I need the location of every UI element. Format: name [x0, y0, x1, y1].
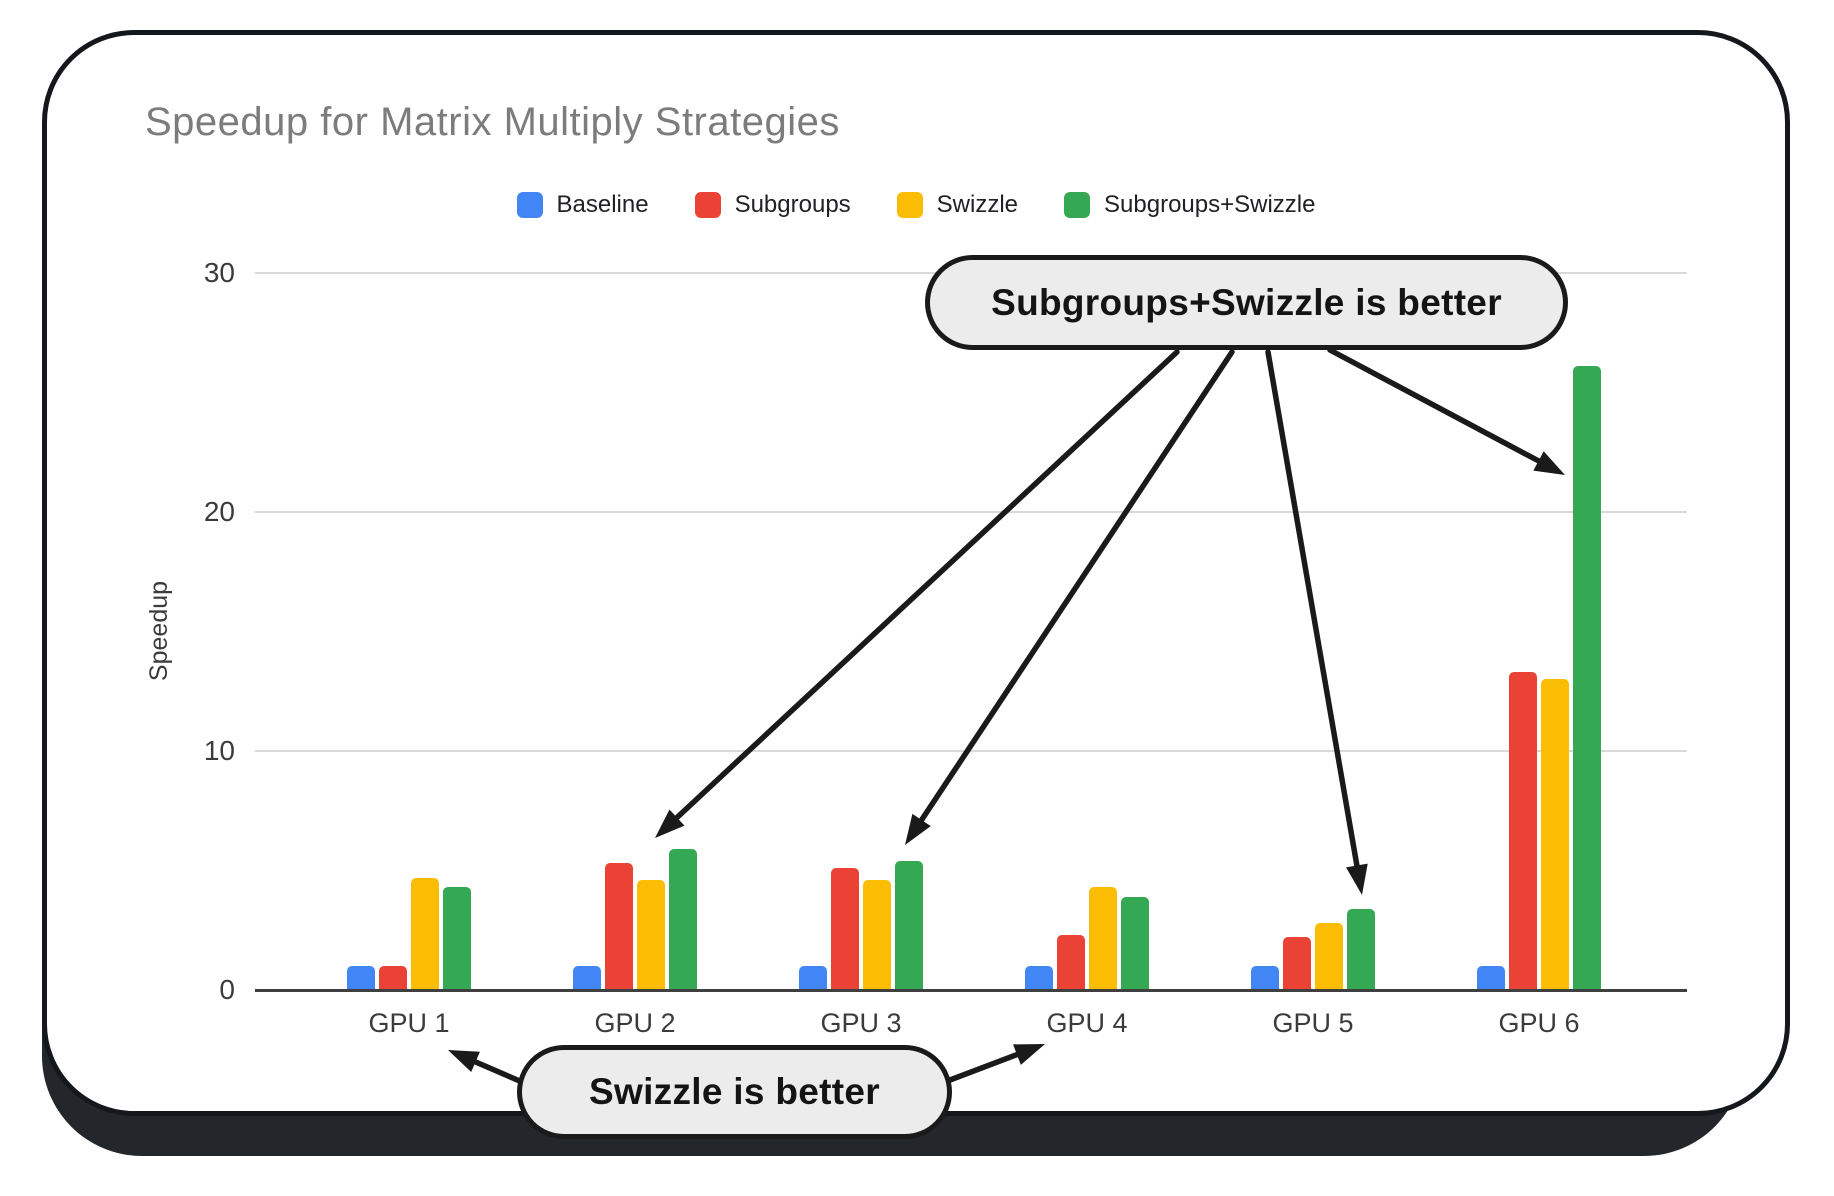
bar-gpu3-subgroups: [831, 868, 859, 990]
y-tick-label-0: 0: [219, 974, 235, 1005]
x-category-label-1: GPU 1: [368, 1008, 450, 1038]
x-category-label-3: GPU 3: [820, 1008, 902, 1038]
legend-item-baseline: Baseline: [516, 191, 649, 219]
bar-gpu2-swizzle: [637, 880, 665, 990]
bar-gpu5-subgroups-swizzle: [1347, 909, 1375, 990]
legend-label: Baseline: [556, 191, 649, 218]
x-axis-line: [255, 989, 1687, 992]
legend-swatch: [694, 192, 721, 218]
legend-label: Swizzle: [936, 191, 1019, 218]
bar-gpu5-swizzle: [1315, 923, 1343, 990]
y-tick-label-10: 10: [203, 735, 235, 766]
gridline-20: [255, 511, 1687, 513]
x-category-label-6: GPU 6: [1498, 1008, 1580, 1038]
bar-gpu2-subgroups-swizzle: [669, 849, 697, 990]
legend-swatch: [516, 192, 543, 218]
callout-swizzle-better: Swizzle is better: [517, 1045, 952, 1139]
x-category-label-4: GPU 4: [1046, 1008, 1128, 1038]
legend-label: Subgroups+Swizzle: [1104, 191, 1316, 218]
x-category-label-2: GPU 2: [594, 1008, 676, 1038]
bar-gpu1-swizzle: [411, 878, 439, 990]
bar-gpu6-subgroups: [1509, 672, 1537, 990]
bar-gpu3-baseline: [799, 966, 827, 990]
chart-title: Speedup for Matrix Multiply Strategies: [145, 100, 840, 144]
bar-gpu1-subgroups-swizzle: [443, 887, 471, 990]
gridline-10: [255, 750, 1687, 752]
y-tick-label-30: 30: [203, 257, 235, 288]
legend-label: Subgroups: [734, 191, 851, 218]
y-axis-title: Speedup: [145, 580, 173, 682]
x-category-label-5: GPU 5: [1272, 1008, 1354, 1038]
bar-gpu6-subgroups-swizzle: [1573, 366, 1601, 990]
bar-gpu1-baseline: [347, 966, 375, 990]
bar-gpu2-subgroups: [605, 863, 633, 990]
legend-item-subgroups: Subgroups: [694, 191, 851, 219]
legend-item-swizzle: Swizzle: [896, 191, 1019, 219]
bar-gpu6-baseline: [1477, 966, 1505, 990]
bar-gpu6-swizzle: [1541, 679, 1569, 990]
bar-gpu4-baseline: [1025, 966, 1053, 990]
y-tick-label-20: 20: [203, 496, 235, 527]
callout-subgroups-swizzle-better: Subgroups+Swizzle is better: [925, 255, 1568, 350]
legend-swatch: [896, 192, 923, 218]
bar-gpu4-swizzle: [1089, 887, 1117, 990]
bar-gpu5-subgroups: [1283, 937, 1311, 990]
bar-gpu2-baseline: [573, 966, 601, 990]
bar-gpu1-subgroups: [379, 966, 407, 990]
chart-legend: Baseline Subgroups Swizzle Subgroups+Swizzl…: [42, 190, 1790, 220]
bar-gpu3-swizzle: [863, 880, 891, 990]
bar-gpu3-subgroups-swizzle: [895, 861, 923, 990]
bar-gpu4-subgroups: [1057, 935, 1085, 990]
legend-item-subgroups-swizzle: Subgroups+Swizzle: [1064, 191, 1315, 219]
bar-gpu5-baseline: [1251, 966, 1279, 990]
bar-gpu4-subgroups-swizzle: [1121, 897, 1149, 990]
legend-swatch: [1064, 192, 1091, 218]
